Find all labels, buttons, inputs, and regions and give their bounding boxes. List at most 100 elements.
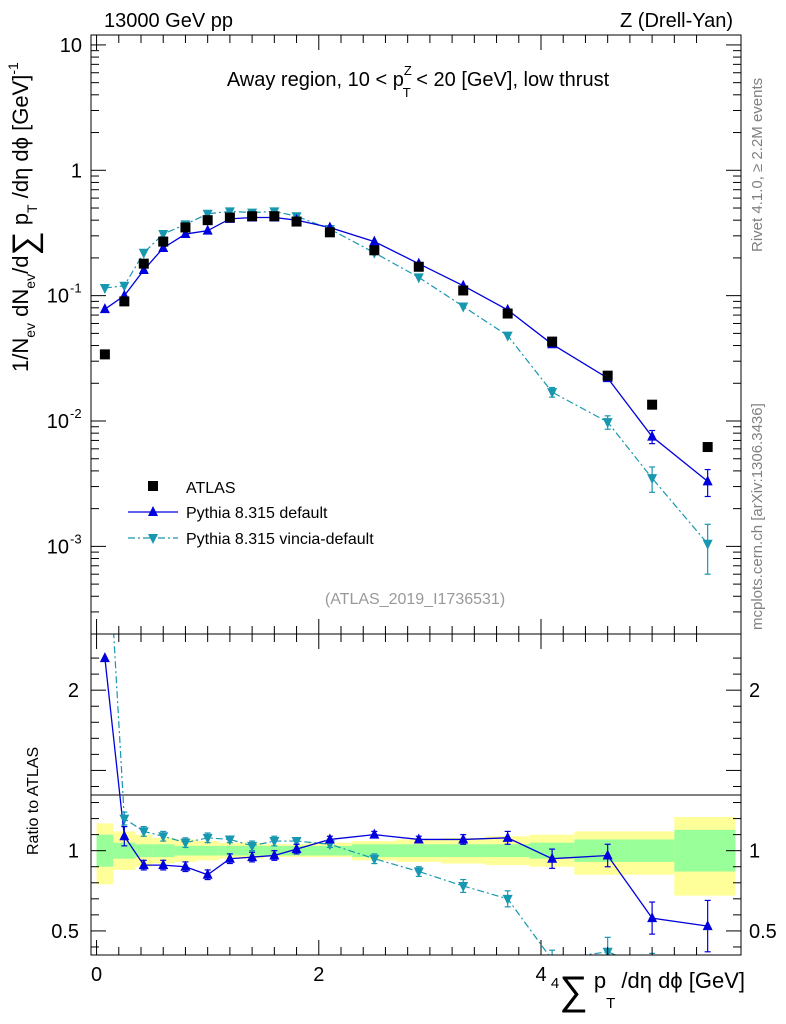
ratio-y-tick-label-left-2: 2 xyxy=(68,680,79,702)
ratio-default-point-14 xyxy=(502,831,513,842)
ratio-default-point-15 xyxy=(547,852,558,863)
main-vincia-point-5 xyxy=(202,209,213,220)
main-atlas-point-6 xyxy=(224,212,235,223)
main-atlas-point-12 xyxy=(413,261,424,272)
ratio-default-point-16 xyxy=(602,849,613,860)
main-y-tick-label-0: 10 xyxy=(60,35,82,57)
main-atlas-point-14 xyxy=(502,308,513,319)
ratio-default-point-7 xyxy=(247,851,258,862)
ratio-vincia-point-15 xyxy=(547,956,557,966)
ratio-vincia-point-7 xyxy=(247,841,258,852)
main-atlas-point-11 xyxy=(369,245,380,256)
rivet-label: Rivet 4.1.0, ≥ 2.2M events xyxy=(749,78,766,252)
main-default-point-3 xyxy=(158,241,169,252)
main-atlas-point-9 xyxy=(291,216,302,227)
main-y-tick-label-1: 1 xyxy=(71,160,82,182)
band-inner-16 xyxy=(574,839,630,862)
band-inner-5 xyxy=(196,845,219,856)
ratio-y-tick-label-left-1: 1 xyxy=(68,841,79,863)
main-vincia-point-3 xyxy=(158,230,169,241)
ratio-series-layer xyxy=(99,478,713,966)
band-inner-13 xyxy=(441,844,486,858)
ratio-default-point-18 xyxy=(702,920,713,931)
main-default-point-17 xyxy=(647,430,658,441)
main-atlas-point-17 xyxy=(647,399,658,410)
title-post: < 20 [GeV], low thrust xyxy=(411,69,610,91)
main-atlas-point-3 xyxy=(158,236,169,247)
main-y-tick-exponent-3: -2 xyxy=(70,406,82,421)
ratio-vincia-point-5 xyxy=(202,833,213,844)
collision-energy-label: 13000 GeV pp xyxy=(104,10,233,32)
ratio-vincia-point-0 xyxy=(100,478,110,488)
main-y-tick-label-3: 10 xyxy=(47,411,69,433)
main-vincia-point-2 xyxy=(138,248,149,259)
title-sup: Z xyxy=(404,63,412,78)
main-atlas-point-4 xyxy=(180,222,191,233)
ratio-vincia-line xyxy=(113,634,618,955)
band-inner-18 xyxy=(674,829,736,872)
main-y-tick-label-4: 10 xyxy=(47,536,69,558)
ratio-y-tick-label-right-2: 2 xyxy=(749,680,760,702)
title-pre: Away region, 10 < xyxy=(227,69,393,91)
main-atlas-point-1 xyxy=(119,296,130,307)
main-default-point-11 xyxy=(369,235,380,246)
band-inner-4 xyxy=(174,845,197,856)
main-y-axis-label: 1/Nev dNev/d∑ pT /dη dϕ [GeV]-1 xyxy=(5,62,44,372)
process-label: Z (Drell-Yan) xyxy=(620,10,733,32)
main-atlas-point-5 xyxy=(202,215,213,226)
ratio-vincia-point-6 xyxy=(224,835,235,846)
band-inner-2 xyxy=(135,844,153,858)
legend: ATLAS Pythia 8.315 default Pythia 8.315 … xyxy=(128,480,374,548)
ratio-default-point-4 xyxy=(180,860,191,871)
band-inner-1 xyxy=(113,842,136,859)
main-default-point-5 xyxy=(202,224,213,235)
main-vincia-point-18 xyxy=(702,539,713,550)
ratio-y-tick-label-right-0: 0.5 xyxy=(749,921,777,943)
main-atlas-point-18 xyxy=(702,442,713,453)
ratio-y-tick-label-right-1: 1 xyxy=(749,841,760,863)
main-atlas-point-8 xyxy=(269,211,280,222)
main-atlas-point-16 xyxy=(602,370,613,381)
legend-default-label: Pythia 8.315 default xyxy=(186,505,328,522)
ratio-default-point-0 xyxy=(99,652,110,663)
ratio-vincia-point-12 xyxy=(413,867,424,878)
band-inner-11 xyxy=(352,844,397,858)
ratio-default-point-5 xyxy=(202,868,213,879)
legend-vincia-label: Pythia 8.315 vincia-default xyxy=(186,531,374,548)
x-tick-label-0: 0 xyxy=(91,964,102,986)
legend-atlas-label: ATLAS xyxy=(186,480,236,497)
ratio-vincia-point-14 xyxy=(502,894,513,905)
ratio-default-line xyxy=(104,658,708,927)
main-default-point-2 xyxy=(138,264,149,275)
main-y-tick-exponent-4: -3 xyxy=(70,531,82,546)
main-default-point-18 xyxy=(702,475,713,486)
ratio-default-point-17 xyxy=(647,912,658,923)
analysis-id: (ATLAS_2019_I1736531) xyxy=(325,591,505,608)
ratio-default-point-2 xyxy=(138,859,149,870)
legend-default-marker xyxy=(148,506,158,516)
legend-vincia-marker xyxy=(148,534,158,544)
ratio-vincia-point-4 xyxy=(180,838,191,849)
ratio-vincia-point-1 xyxy=(119,814,130,825)
ratio-vincia-point-3 xyxy=(158,832,169,843)
main-atlas-point-15 xyxy=(547,336,558,347)
main-vincia-point-16 xyxy=(602,418,613,429)
band-inner-12 xyxy=(396,844,441,858)
main-vincia-point-6 xyxy=(224,207,235,218)
main-y-tick-label-2: 10 xyxy=(47,286,69,308)
main-vincia-point-14 xyxy=(502,331,513,342)
main-default-point-4 xyxy=(180,228,191,239)
ratio-vincia-point-9 xyxy=(291,837,302,848)
ratio-frame xyxy=(90,633,742,956)
ratio-default-point-8 xyxy=(269,849,280,860)
ratio-default-point-11 xyxy=(369,828,380,839)
main-atlas-point-13 xyxy=(458,285,469,296)
main-default-point-0 xyxy=(99,303,110,314)
main-y-tick-exponent-2: -1 xyxy=(70,281,82,296)
band-inner-3 xyxy=(152,844,175,858)
ratio-vincia-point-2 xyxy=(138,827,149,838)
main-atlas-point-7 xyxy=(247,211,258,222)
ratio-default-point-12 xyxy=(413,833,424,844)
